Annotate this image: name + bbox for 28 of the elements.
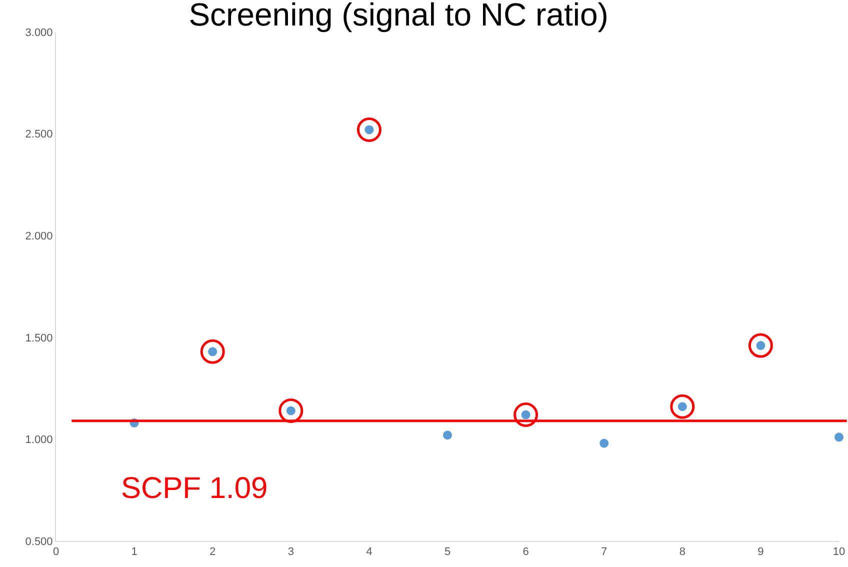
point — [278, 398, 304, 423]
point — [670, 394, 695, 419]
point — [600, 438, 609, 448]
chart-title: Screening (signal to NC ratio) — [188, 0, 608, 32]
y-tick-label: 3.000 — [25, 26, 53, 39]
point — [748, 333, 773, 358]
point — [834, 432, 844, 442]
point — [514, 402, 538, 428]
y-tick-label: 2.500 — [25, 128, 53, 141]
y-tick-label: 1.500 — [25, 332, 53, 344]
y-tick-label: 1.000 — [25, 434, 53, 446]
y-tick-label: 2.000 — [25, 230, 53, 242]
x-tick-label: 3 — [288, 546, 294, 558]
point — [356, 117, 382, 142]
x-tick-label: 5 — [444, 546, 451, 558]
x-tick-label: 9 — [758, 546, 764, 558]
x-tick-label: 1 — [131, 546, 138, 558]
point — [443, 430, 452, 440]
x-tick-label: 10 — [832, 546, 846, 558]
ref-line-label: SCPF 1.09 — [121, 472, 268, 505]
x-tick-label: 8 — [679, 546, 686, 558]
x-tick-label: 0 — [52, 546, 60, 558]
x-tick-label: 4 — [366, 546, 372, 558]
x-tick-label: 2 — [210, 546, 216, 558]
x-tick-label: 7 — [601, 546, 608, 558]
x-tick-label: 6 — [522, 546, 529, 558]
y-tick-label: 0.500 — [25, 536, 53, 548]
point — [200, 339, 225, 364]
